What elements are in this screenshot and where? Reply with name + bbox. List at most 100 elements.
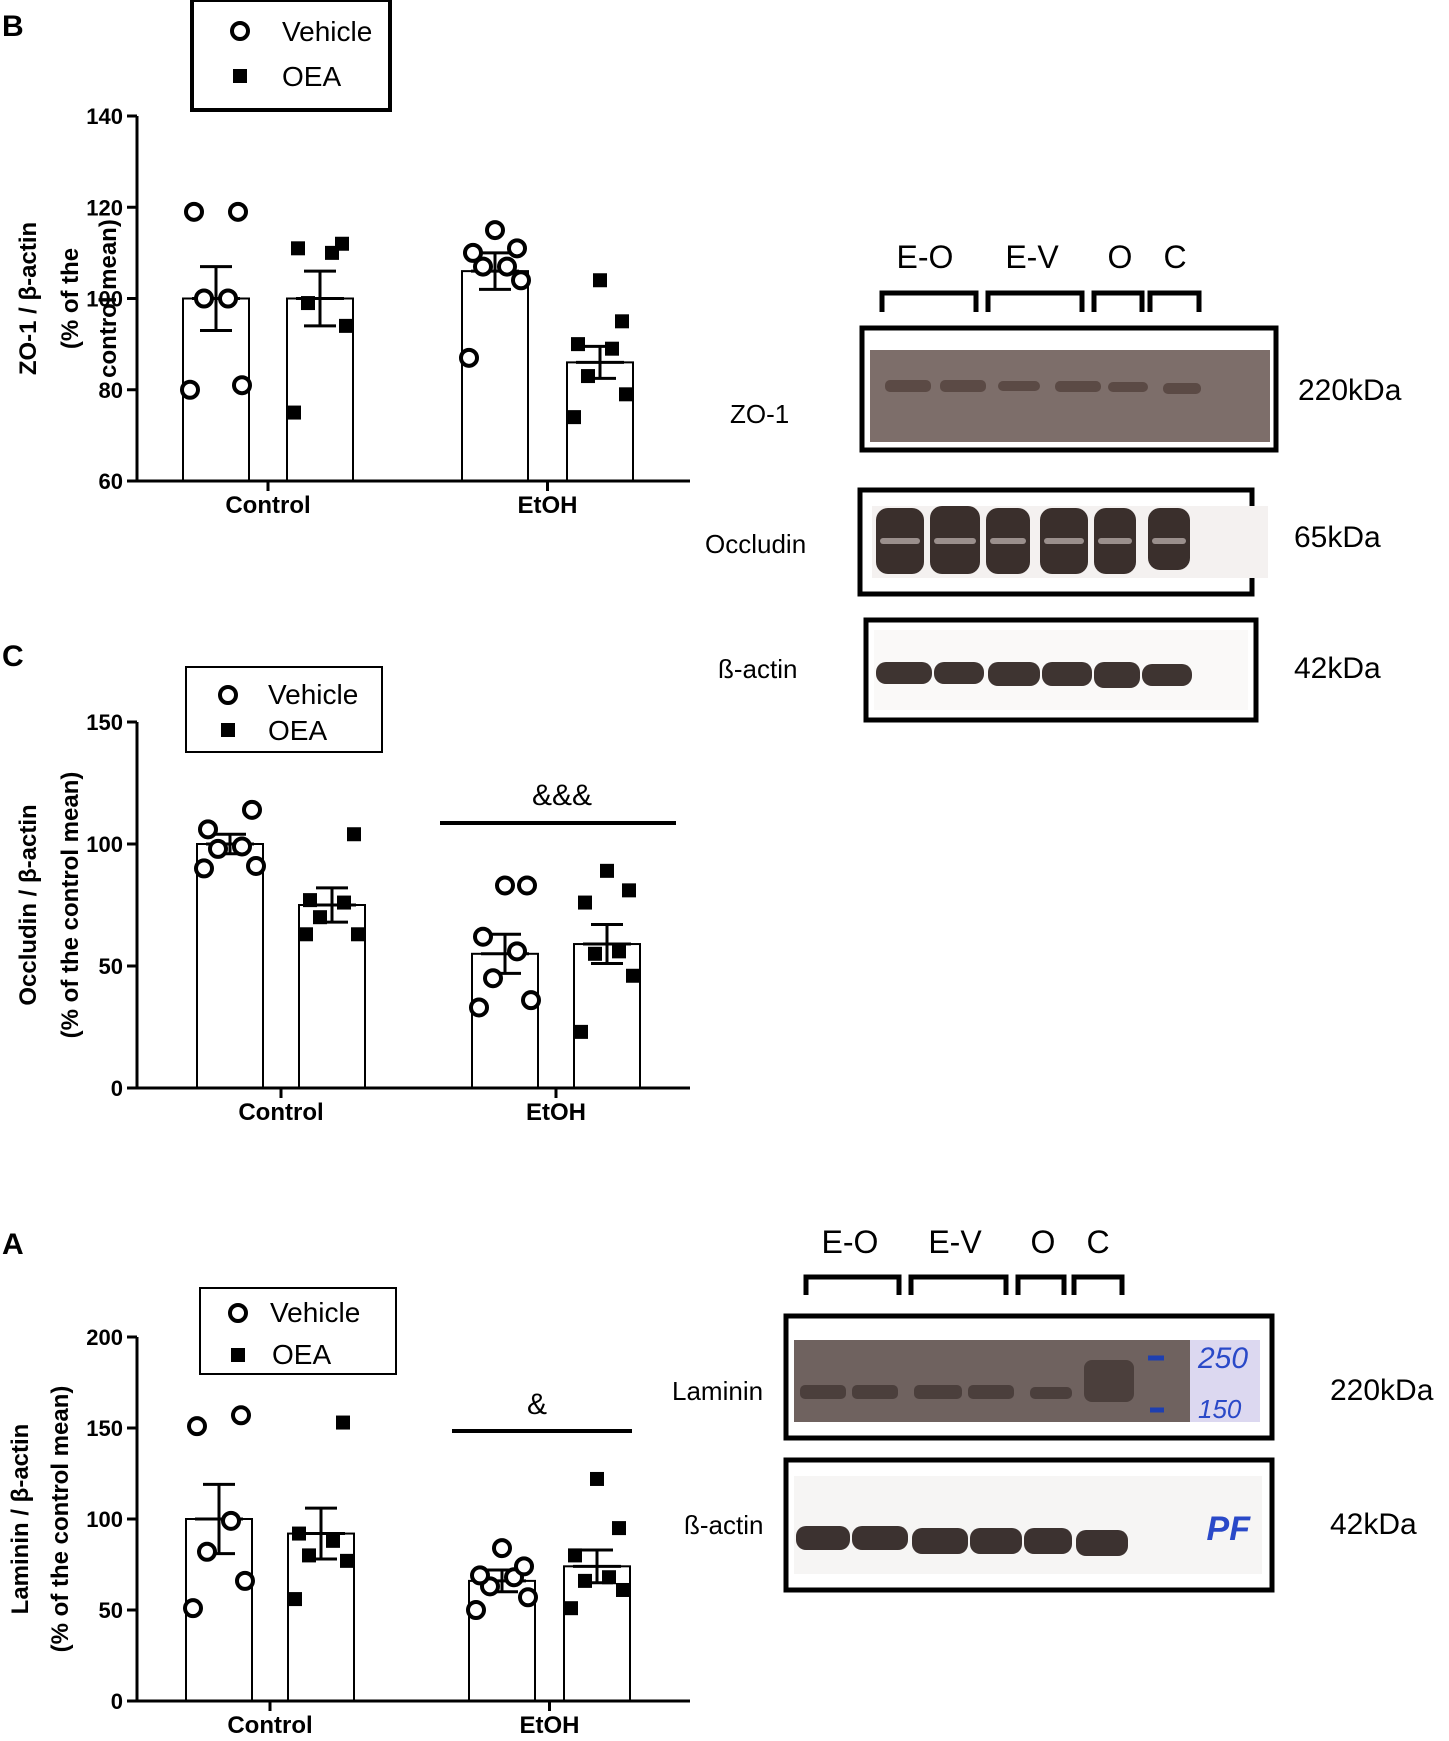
data-point-vehicle	[495, 875, 515, 896]
data-point-oea	[351, 927, 365, 942]
vehicle-marker-icon	[228, 1303, 248, 1323]
lane-label-e-o: E-O	[897, 239, 954, 275]
blot-bands-actin-bottom	[796, 1526, 1128, 1556]
lane-label-e-o: E-O	[822, 1224, 879, 1260]
data-point-oea	[574, 1024, 588, 1039]
data-point-vehicle	[497, 256, 517, 277]
y-tick-label: 60	[99, 469, 123, 494]
data-point-oea	[302, 1548, 316, 1563]
blot-label-laminin: Laminin	[672, 1376, 763, 1406]
panel-c-legend-box	[185, 666, 383, 753]
y-tick-label: 200	[86, 1325, 123, 1350]
data-point-vehicle	[470, 1565, 490, 1586]
panel-b-legend: Vehicle OEA	[190, 0, 392, 112]
panel-c-legend: Vehicle OEA	[185, 666, 383, 753]
data-point-vehicle	[197, 1541, 217, 1562]
oea-marker-icon	[231, 1348, 245, 1362]
significance-label: &	[527, 1388, 547, 1421]
y-tick-label: 100	[86, 287, 123, 312]
data-point-vehicle	[466, 1600, 486, 1620]
bar-vehicle-control	[196, 843, 264, 1089]
lane-label-o: O	[1108, 239, 1133, 275]
panel-a-chart: 0 50 100 150 200 Control EtOH Laminin / β-actin…	[7, 1325, 690, 1739]
data-point-vehicle	[180, 379, 200, 400]
legend-oea-label: OEA	[272, 1339, 331, 1370]
data-point-vehicle	[183, 1598, 203, 1619]
data-point-vehicle	[517, 875, 537, 896]
data-point-oea	[336, 1415, 350, 1430]
y-tick-label: 150	[86, 710, 123, 735]
blot-label-occludin: Occludin	[705, 529, 806, 559]
blot-size-occludin: 65kDa	[1294, 521, 1381, 554]
data-point-vehicle	[507, 238, 527, 259]
lane-brackets	[879, 290, 1202, 312]
oea-marker-icon	[233, 69, 247, 83]
data-point-oea	[340, 1553, 354, 1568]
data-point-oea	[615, 314, 629, 329]
y-tick-label: 100	[86, 832, 123, 857]
oea-marker-icon	[221, 723, 235, 737]
lane-brackets	[803, 1274, 1125, 1295]
data-point-oea	[626, 968, 640, 983]
data-point-vehicle	[208, 838, 228, 859]
data-point-oea	[301, 296, 315, 311]
data-point-oea	[616, 1582, 630, 1597]
blot-image-actin-bottom	[794, 1476, 1262, 1574]
data-point-vehicle	[518, 1587, 538, 1608]
blot-ladder-strip	[1190, 1340, 1260, 1422]
data-point-oea	[292, 1526, 306, 1541]
y-axis-label: control mean)	[95, 219, 122, 378]
data-point-vehicle	[235, 1570, 255, 1591]
data-point-oea	[299, 927, 313, 942]
lane-label-e-v: E-V	[1005, 239, 1059, 275]
lane-label-c: C	[1163, 239, 1186, 275]
data-point-oea	[326, 1533, 340, 1548]
data-point-vehicle	[459, 347, 479, 368]
data-point-oea	[291, 241, 305, 256]
data-point-oea	[578, 895, 592, 910]
data-point-oea	[581, 369, 595, 384]
data-point-oea	[612, 944, 626, 959]
legend-vehicle-label: Vehicle	[268, 679, 358, 710]
vehicle-marker-icon	[230, 21, 250, 41]
data-point-oea	[339, 318, 353, 333]
data-point-oea	[335, 236, 349, 251]
panel-c-letter: C	[2, 640, 24, 673]
legend-vehicle-label: Vehicle	[282, 16, 372, 47]
y-axis-label: Laminin / β-actin	[7, 1424, 34, 1615]
handwritten-pf: PF	[1207, 1510, 1252, 1548]
blot-image-zo1	[870, 350, 1270, 442]
blot-label-zo1: ZO-1	[730, 399, 789, 429]
y-tick-label: 150	[86, 1416, 123, 1441]
y-tick-label: 80	[99, 378, 123, 403]
data-point-oea	[578, 1573, 592, 1588]
data-point-oea	[313, 910, 327, 925]
data-point-oea	[602, 1570, 616, 1585]
data-point-vehicle	[463, 242, 483, 263]
legend-vehicle-label: Vehicle	[270, 1297, 360, 1328]
data-point-vehicle	[184, 201, 204, 222]
data-point-oea	[588, 946, 602, 961]
legend-oea-label: OEA	[282, 61, 341, 92]
data-point-oea	[590, 1471, 604, 1486]
data-point-vehicle	[514, 1556, 534, 1577]
western-blot-top: E-O E-V O C ZO-1 220kDa Occludin	[705, 239, 1402, 723]
blot-bands-laminin	[800, 1360, 1134, 1402]
data-point-vehicle	[485, 220, 505, 241]
data-point-vehicle	[221, 1510, 241, 1531]
blot-band-gaps-occludin	[880, 538, 1186, 544]
data-point-oea	[593, 273, 607, 288]
data-point-vehicle	[232, 836, 252, 857]
data-point-oea	[337, 895, 351, 910]
panel-a: A Vehicle OEA 0 50 100 150 200 Control EtOH Lam…	[2, 1228, 690, 1739]
y-axis-label: (% of the control mean)	[57, 772, 84, 1039]
ladder-marks	[1148, 1355, 1164, 1413]
data-point-oea	[567, 410, 581, 425]
y-tick-label: 0	[111, 1076, 123, 1101]
bar-oea-etoh	[573, 943, 641, 1089]
x-category-label: EtOH	[520, 1712, 580, 1739]
data-point-oea	[600, 863, 614, 878]
significance-label: &&&	[532, 779, 592, 812]
data-point-vehicle	[218, 288, 238, 309]
